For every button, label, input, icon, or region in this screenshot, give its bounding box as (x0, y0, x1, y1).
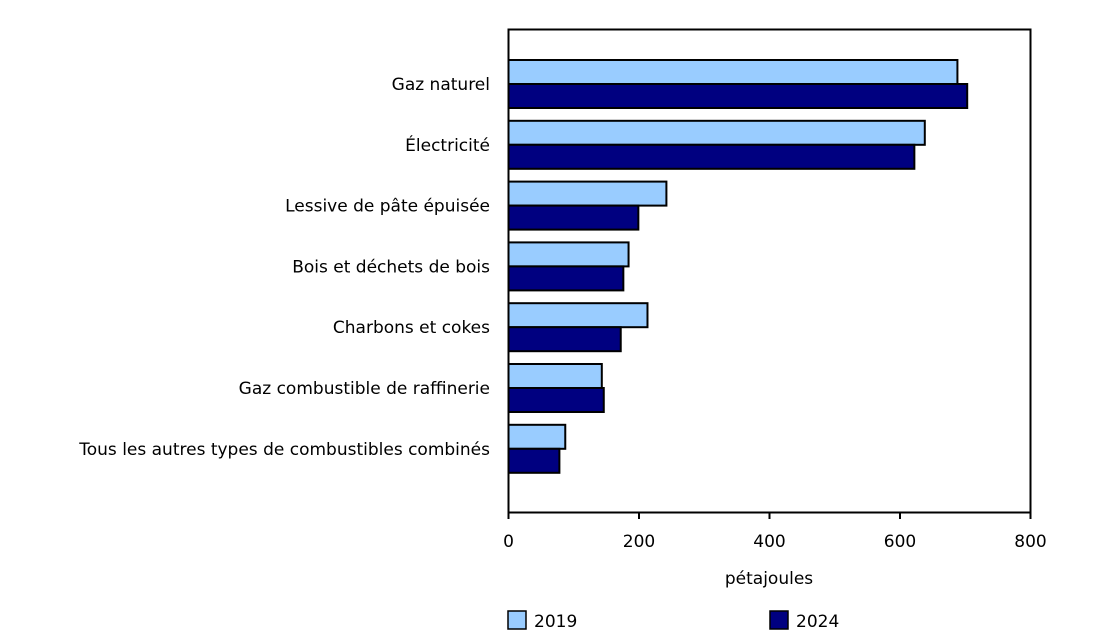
bar-2024 (507, 204, 640, 231)
bar-2019 (507, 180, 668, 207)
bar-2019 (507, 423, 567, 450)
bar-2019 (507, 363, 603, 389)
x-axis-label: pétajoules (725, 569, 813, 589)
category-label: Lessive de pâte épuisée (285, 197, 490, 217)
category-label: Tous les autres types de combustibles co… (78, 440, 490, 460)
category-label: Charbons et cokes (333, 318, 490, 338)
category-label: Gaz naturel (392, 75, 490, 95)
category-label: Gaz combustible de raffinerie (239, 379, 490, 399)
bar-2024 (507, 143, 916, 170)
x-tick-label: 0 (503, 532, 514, 552)
bar-2024 (507, 265, 625, 292)
legend-label: 2024 (796, 612, 839, 632)
x-tick-label: 800 (1014, 532, 1046, 552)
bar-2024 (507, 326, 622, 353)
bar-2019 (507, 59, 959, 85)
category-label: Bois et déchets de bois (292, 257, 490, 277)
x-tick-label: 400 (753, 532, 785, 552)
bar-2024 (507, 83, 969, 109)
bar-2019 (507, 241, 630, 268)
x-tick-label: 600 (884, 532, 916, 552)
legend-swatch-2019 (507, 610, 527, 630)
bar-2019 (507, 302, 649, 329)
bar-2024 (507, 447, 561, 474)
legend-swatch-2024 (769, 610, 789, 630)
legend-label: 2019 (534, 612, 577, 632)
x-tick-label: 200 (623, 532, 655, 552)
bar-2019 (507, 119, 926, 146)
bar-2024 (507, 387, 605, 413)
category-label: Électricité (405, 134, 490, 156)
